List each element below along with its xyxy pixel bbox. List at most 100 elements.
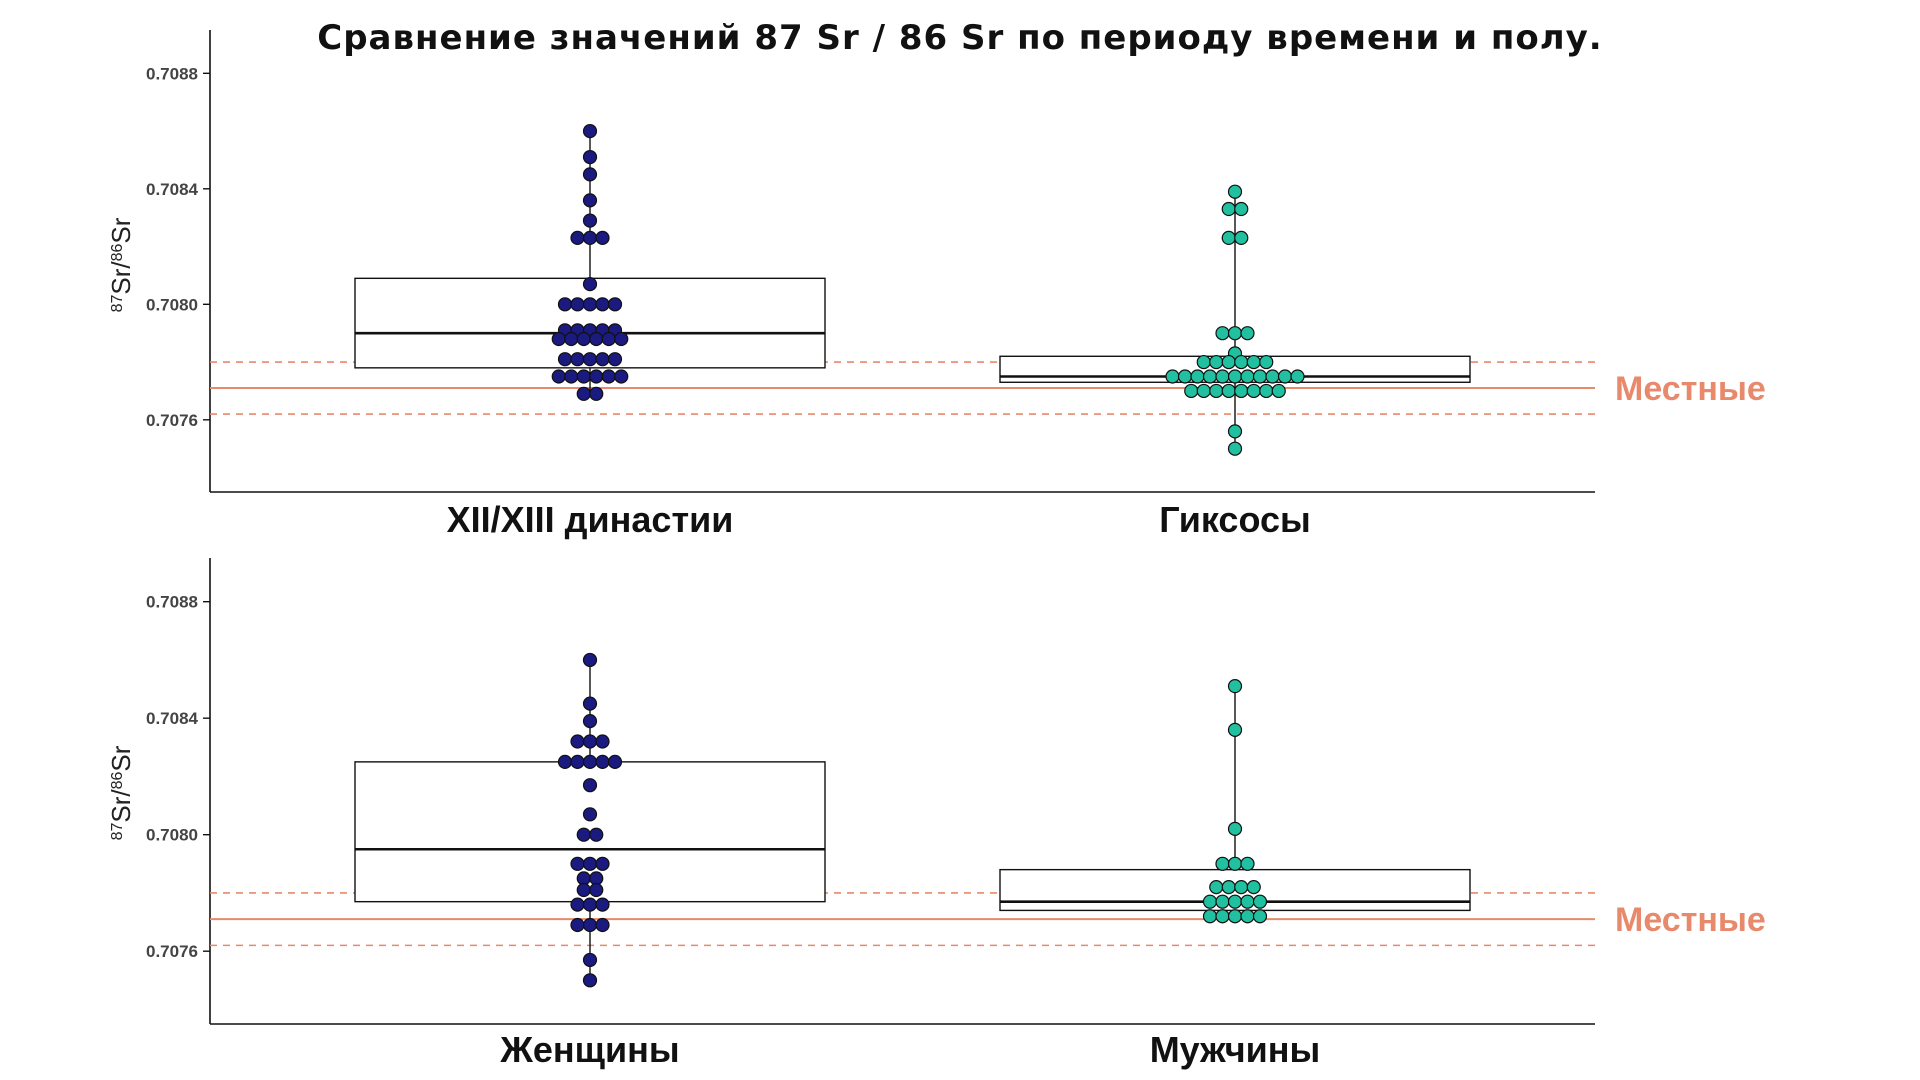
- data-point: [1227, 722, 1243, 737]
- data-point: [595, 230, 610, 245]
- data-point: [607, 297, 623, 312]
- data-point: [1240, 894, 1255, 909]
- data-point: [1202, 894, 1218, 909]
- data-point: [576, 369, 591, 384]
- x-category-label: Женщины: [499, 1029, 679, 1070]
- data-point: [1221, 354, 1236, 370]
- data-point: [1290, 369, 1305, 384]
- data-point: [1227, 326, 1243, 341]
- y-axis-label-sup: 87: [109, 295, 126, 313]
- data-point: [1240, 326, 1255, 341]
- data-point: [582, 856, 598, 871]
- data-point: [614, 331, 629, 347]
- data-point: [1227, 909, 1243, 924]
- data-point: [1265, 369, 1280, 384]
- data-point: [595, 352, 610, 367]
- y-tick-label: 0.7080: [146, 826, 198, 845]
- data-point: [576, 882, 591, 898]
- data-point: [582, 973, 598, 988]
- data-point: [1196, 354, 1211, 370]
- x-category-label: Гиксосы: [1159, 499, 1311, 540]
- data-point: [1221, 880, 1236, 895]
- data-point: [1259, 354, 1274, 370]
- data-point: [582, 734, 598, 749]
- data-point: [1271, 383, 1286, 399]
- data-point: [1234, 230, 1249, 245]
- data-point: [589, 386, 604, 401]
- data-point: [595, 917, 610, 933]
- data-point: [589, 827, 604, 842]
- data-point: [582, 917, 598, 933]
- data-point: [1209, 354, 1224, 370]
- data-point: [570, 734, 585, 749]
- data-point: [601, 369, 616, 384]
- data-point: [601, 331, 616, 347]
- local-label: Местные: [1615, 901, 1766, 939]
- data-point: [1259, 383, 1274, 399]
- data-point: [1246, 880, 1261, 895]
- data-point: [595, 754, 610, 769]
- data-point: [551, 331, 566, 347]
- data-point: [1209, 880, 1224, 895]
- data-point: [1221, 230, 1236, 245]
- data-point: [582, 713, 598, 729]
- data-point: [582, 778, 598, 793]
- data-point: [1277, 369, 1293, 384]
- panel-period: 0.7076 0.7080 0.7084 0.7088 87Sr/86Sr Местные…: [106, 30, 1766, 540]
- data-point: [1227, 679, 1243, 694]
- data-point: [564, 331, 579, 347]
- data-point: [570, 297, 585, 312]
- data-point: [582, 652, 598, 668]
- data-point: [1240, 369, 1255, 384]
- data-point: [1227, 369, 1243, 384]
- data-point: [557, 297, 573, 312]
- data-point: [1165, 369, 1180, 384]
- data-point: [589, 331, 604, 347]
- data-point: [582, 297, 598, 312]
- data-point: [1252, 894, 1268, 909]
- data-point: [1221, 201, 1236, 217]
- data-point: [582, 230, 598, 245]
- data-point: [1190, 369, 1205, 384]
- data-point: [1227, 441, 1243, 456]
- x-category-label: Мужчины: [1150, 1029, 1321, 1070]
- panel-sex: 0.7076 0.7080 0.7084 0.7088 87Sr/86Sr Местные…: [106, 558, 1766, 1070]
- data-point: [582, 149, 598, 165]
- data-point: [1227, 424, 1243, 439]
- local-label: Местные: [1615, 370, 1766, 408]
- data-point: [576, 386, 591, 401]
- data-point: [557, 754, 573, 769]
- data-point: [1240, 909, 1255, 924]
- y-axis-label-part: Sr/: [106, 789, 136, 823]
- chart-title: Сравнение значений 87 Sr / 86 Sr по пери…: [317, 18, 1603, 58]
- data-point: [614, 369, 629, 384]
- data-point: [576, 331, 591, 347]
- data-point: [551, 369, 566, 384]
- y-tick-label: 0.7084: [146, 709, 199, 728]
- data-point: [570, 856, 585, 871]
- data-point: [595, 734, 610, 749]
- data-point: [1215, 856, 1230, 871]
- data-point: [557, 352, 573, 367]
- y-axis-label-sup: 86: [109, 771, 126, 789]
- y-axis-label-part: Sr/: [106, 261, 136, 295]
- y-tick-label: 0.7084: [146, 180, 199, 199]
- y-axis-label-sup: 86: [109, 243, 126, 261]
- y-tick-label: 0.7088: [146, 64, 198, 83]
- data-point: [582, 807, 598, 822]
- data-point: [1221, 383, 1236, 399]
- data-point: [582, 193, 598, 208]
- data-point: [1234, 354, 1249, 370]
- data-point: [1227, 821, 1243, 836]
- data-point: [607, 754, 623, 769]
- data-point: [1234, 880, 1249, 895]
- data-point: [564, 369, 579, 384]
- data-point: [589, 871, 604, 886]
- data-point: [570, 897, 585, 912]
- data-point: [595, 297, 610, 312]
- y-axis-label-part: Sr: [106, 745, 136, 771]
- y-tick-label: 0.7076: [146, 411, 198, 430]
- data-point: [582, 213, 598, 228]
- y-axis-label: 87Sr/86Sr: [106, 217, 136, 312]
